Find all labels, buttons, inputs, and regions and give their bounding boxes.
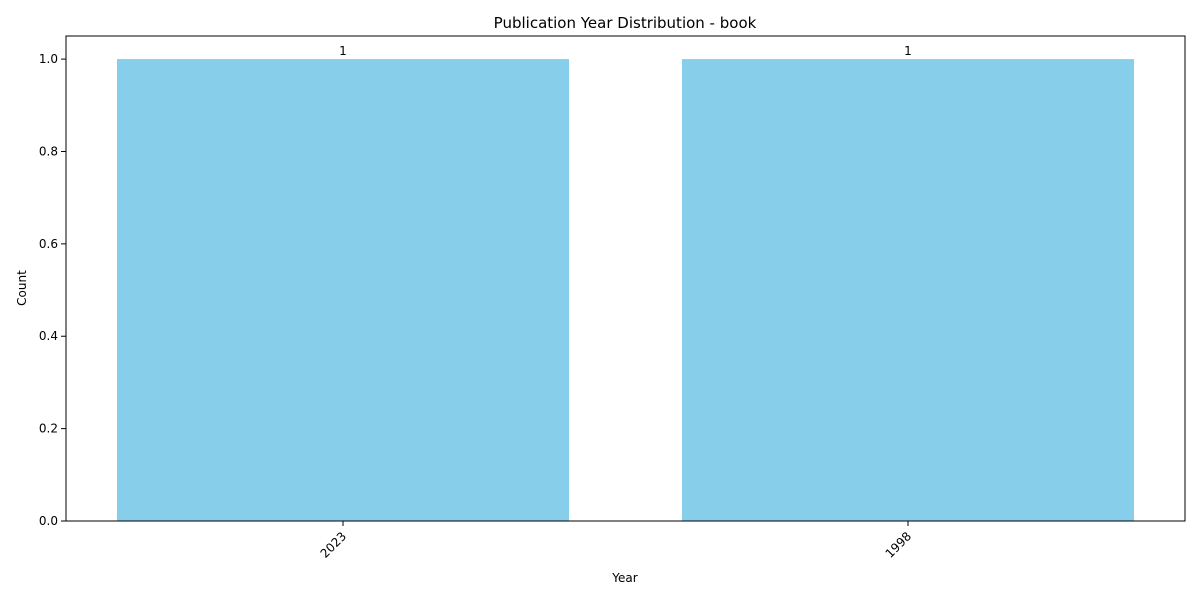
data-label-1998: 1 [904,44,912,58]
bar-2023 [117,59,569,521]
bar-1998 [682,59,1134,521]
x-axis-label: Year [611,571,637,585]
y-tick-label: 0.2 [39,422,58,436]
y-axis-label: Count [15,270,29,306]
y-tick-label: 1.0 [39,52,58,66]
y-tick-label: 0.4 [39,329,58,343]
plot-frame [65,35,1186,522]
y-tick-label: 0.8 [39,144,58,158]
chart-title: Publication Year Distribution - book [494,14,757,32]
x-tick-label-2023: 2023 [318,529,349,560]
y-tick-label: 0.6 [39,237,58,251]
y-tick-label: 0.0 [39,514,58,528]
data-label-2023: 1 [339,44,347,58]
x-tick-label-1998: 1998 [883,529,914,560]
